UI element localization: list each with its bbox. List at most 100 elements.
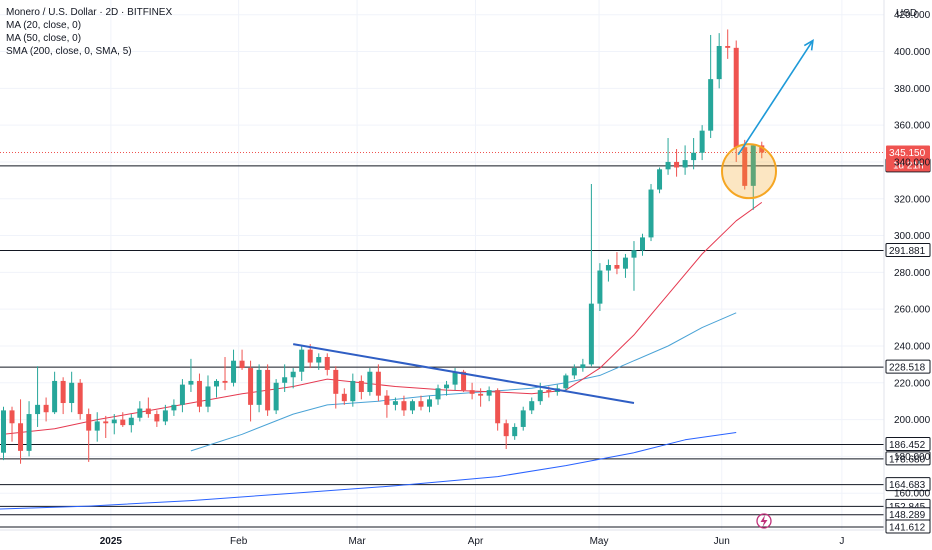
level-label: 141.612 [889,523,926,534]
candle-body [94,421,100,431]
candle-body [742,147,748,186]
candle-body [657,169,663,190]
sma200-line [0,432,737,510]
candle-body [384,395,390,405]
level-label: 178.680 [889,454,926,465]
candle-body [282,377,288,383]
level-label: 291.881 [889,246,926,257]
candle-body [444,384,450,389]
candle-body [435,388,441,400]
candle-body [622,257,628,269]
time-tick-label: Jun [714,536,730,547]
candle-body [486,390,492,396]
price-tick-label: 280.000 [894,268,931,279]
candle-body [375,371,381,396]
candle-body [299,349,305,372]
candle-body [512,426,518,437]
candle-body [205,386,211,407]
candle-body [461,371,467,391]
level-badge [885,437,931,452]
time-axis[interactable]: c2025FebMarAprMayJunJ [0,536,845,547]
candle-body [60,380,66,404]
candle-body [571,368,577,376]
candle-body [716,46,722,80]
candle-body [401,401,407,411]
price-tick-label: 340.000 [894,157,931,168]
candle-body [162,410,168,422]
candle-body [367,371,373,392]
level-label: 148.289 [889,510,926,521]
time-tick-label: 2025 [100,536,123,547]
level-badge [885,451,931,466]
candle-body [341,393,347,402]
level-badge [885,359,931,374]
candle-body [290,371,296,378]
price-tick-label: 380.000 [894,84,931,95]
candle-body [520,410,526,427]
candle-body [154,414,160,422]
candle-body [307,349,313,363]
projection-arrow-head [803,38,814,51]
price-tick-label: 220.000 [894,378,931,389]
price-tick-label: 360.000 [894,121,931,132]
candle-body [563,375,569,389]
candle-body [86,414,92,431]
candle-body [631,250,637,258]
price-tick-label: 400.000 [894,47,931,58]
candle-body [427,399,432,407]
candle-body [43,404,49,413]
legend-sma200: SMA (200, close, 0, SMA, 5) [6,46,132,57]
candle-body [648,189,654,238]
candle-body [222,380,228,383]
candle-body [546,390,552,392]
time-tick-label: May [590,536,609,547]
candle-body [580,364,586,369]
candle-body [674,161,680,168]
price-tick-label: 240.000 [894,341,931,352]
candle-body [77,382,83,415]
candle-body [18,423,24,451]
level-label: 186.452 [889,440,926,451]
price-tick-label: 260.000 [894,305,931,316]
price-tick-label: 420.000 [894,10,931,21]
candle-body [188,380,194,385]
time-tick-label: Mar [348,536,366,547]
price-tick-label: 300.000 [894,231,931,242]
chart-title: Monero / U.S. Dollar · 2D · BITFINEX [6,7,173,18]
candle-body [691,152,697,161]
candle-body [171,404,177,411]
candle-body [588,303,594,365]
level-label: 164.683 [889,480,926,491]
candle-body [231,360,237,383]
price-tick-label: 200.000 [894,415,931,426]
candle-body [35,404,41,415]
candle-body [145,408,151,415]
candle-body [605,265,611,271]
candle-body [333,369,339,394]
candle-body [1,410,6,453]
resistance-trendline [293,343,635,405]
drawings [293,38,814,405]
price-axis[interactable]: 160.000 180.000 200.000 220.000 240.000 260.0… [894,10,931,499]
candle-body [665,161,671,170]
candle-body [537,390,543,402]
candle-body [324,357,330,370]
time-tick-label: Apr [468,536,484,547]
candle-body [733,47,739,148]
candle-body [708,79,714,131]
candle-body [682,160,688,168]
legend-ma50: MA (50, close, 0) [6,33,82,44]
countdown-label: 1d 21h [893,160,924,171]
candle-body [69,382,75,404]
lightning-icon[interactable] [756,513,772,529]
price-tick-label: 180.000 [894,452,931,463]
candle-body [495,390,501,424]
candle-body [469,390,475,394]
candle-body [196,380,202,407]
candle-body [478,393,484,396]
chart-legend: Monero / U.S. Dollar · 2D · BITFINEX MA … [6,6,172,58]
candle-body [409,401,415,411]
level-label: 228.518 [889,363,926,374]
